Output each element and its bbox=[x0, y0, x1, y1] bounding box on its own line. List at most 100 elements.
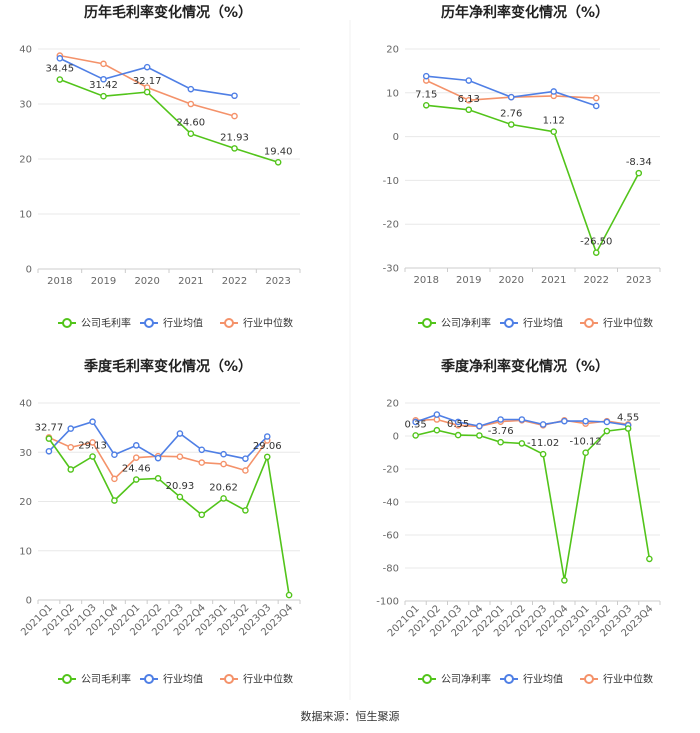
data-point-avg bbox=[476, 422, 483, 430]
series-line-company bbox=[415, 427, 651, 581]
legend-item-company[interactable]: 公司毛利率 bbox=[81, 317, 131, 330]
legend-item-median[interactable]: 行业中位数 bbox=[243, 317, 293, 330]
data-point-company bbox=[433, 426, 441, 434]
legend-item-company[interactable]: 公司净利率 bbox=[441, 673, 491, 686]
y-tick-label: 40 bbox=[19, 45, 32, 56]
data-point-company bbox=[220, 495, 227, 502]
data-label: 24.60 bbox=[177, 118, 206, 129]
legend-marker-median[interactable] bbox=[224, 674, 234, 684]
legend-item-company[interactable]: 公司毛利率 bbox=[81, 673, 131, 686]
x-tick-label: 2023 bbox=[626, 275, 651, 286]
y-tick-label: -100 bbox=[376, 597, 399, 608]
data-label: 1.12 bbox=[543, 116, 565, 127]
data-point-avg bbox=[603, 418, 611, 426]
legend-item-median[interactable]: 行业中位数 bbox=[603, 317, 653, 330]
data-point-avg bbox=[176, 430, 184, 437]
data-label: 34.45 bbox=[46, 64, 75, 75]
data-point-company bbox=[582, 449, 589, 456]
legend-item-avg[interactable]: 行业均值 bbox=[523, 673, 563, 686]
data-point-avg bbox=[45, 447, 53, 455]
data-point-avg bbox=[154, 454, 162, 462]
data-point-avg bbox=[561, 417, 568, 425]
data-point-company bbox=[476, 432, 483, 439]
data-label: 4.55 bbox=[617, 412, 639, 423]
series-line-company bbox=[426, 104, 640, 255]
legend-marker-company[interactable] bbox=[62, 674, 72, 684]
data-point-avg bbox=[220, 450, 227, 458]
x-tick-label: 2020 bbox=[499, 275, 524, 286]
legend-marker-company[interactable] bbox=[62, 318, 72, 328]
data-point-median bbox=[100, 60, 107, 68]
legend-marker-median[interactable] bbox=[584, 318, 594, 328]
data-point-median bbox=[220, 460, 227, 468]
y-tick-label: -20 bbox=[383, 465, 399, 476]
data-label: 32.77 bbox=[35, 423, 64, 434]
x-tick-label: 2021 bbox=[178, 276, 203, 287]
data-point-median bbox=[242, 467, 249, 474]
data-point-company bbox=[100, 92, 107, 100]
y-tick-label: 10 bbox=[19, 546, 32, 557]
data-point-company bbox=[45, 435, 53, 442]
data-point-median bbox=[592, 94, 600, 102]
x-tick-label: 2020 bbox=[134, 276, 159, 287]
data-label: 29.06 bbox=[253, 441, 282, 452]
data-point-avg bbox=[143, 63, 151, 71]
data-point-avg bbox=[454, 418, 462, 426]
data-label: -8.34 bbox=[626, 157, 652, 168]
legend-item-avg[interactable]: 行业均值 bbox=[163, 317, 203, 330]
data-label: -11.02 bbox=[527, 438, 559, 449]
data-point-company bbox=[550, 128, 558, 135]
data-label: 20.62 bbox=[209, 482, 238, 493]
data-point-company bbox=[263, 453, 271, 461]
data-point-company bbox=[624, 425, 632, 432]
legend-item-avg[interactable]: 行业均值 bbox=[523, 317, 563, 330]
series-line-company bbox=[59, 78, 279, 164]
data-point-avg bbox=[497, 416, 504, 423]
data-label: 19.40 bbox=[264, 146, 293, 157]
data-point-avg bbox=[539, 421, 547, 428]
data-label: 0.55 bbox=[447, 419, 469, 430]
data-label: 29.13 bbox=[78, 441, 107, 452]
data-point-company bbox=[646, 555, 653, 563]
legend-marker-avg[interactable] bbox=[504, 318, 514, 328]
legend-marker-median[interactable] bbox=[584, 674, 594, 684]
x-tick-label: 2019 bbox=[456, 275, 481, 286]
legend-item-median[interactable]: 行业中位数 bbox=[243, 673, 293, 686]
data-point-avg bbox=[89, 418, 96, 426]
data-point-company bbox=[635, 169, 643, 177]
data-label: -10.12 bbox=[570, 437, 602, 448]
legend-marker-avg[interactable] bbox=[504, 674, 514, 684]
y-tick-label: 0 bbox=[26, 265, 32, 276]
y-tick-label: 20 bbox=[386, 399, 399, 410]
legend-marker-avg[interactable] bbox=[144, 674, 154, 684]
data-label: 7.15 bbox=[415, 89, 437, 100]
data-point-company bbox=[176, 493, 184, 501]
x-tick-label: 2022 bbox=[222, 276, 247, 287]
data-point-avg bbox=[550, 88, 558, 95]
x-tick-label: 2023 bbox=[265, 276, 290, 287]
data-point-avg bbox=[422, 72, 430, 80]
legend-item-median[interactable]: 行业中位数 bbox=[603, 673, 653, 686]
legend-item-avg[interactable]: 行业均值 bbox=[163, 673, 203, 686]
data-point-avg bbox=[132, 442, 140, 449]
legend-marker-company[interactable] bbox=[422, 674, 432, 684]
data-label: 6.13 bbox=[458, 94, 480, 105]
x-tick-label: 2019 bbox=[91, 276, 116, 287]
y-tick-label: 10 bbox=[19, 210, 32, 221]
legend-marker-avg[interactable] bbox=[144, 318, 154, 328]
legend-item-company[interactable]: 公司净利率 bbox=[441, 317, 491, 330]
data-label: 2.76 bbox=[500, 109, 522, 120]
data-point-median bbox=[465, 96, 473, 104]
data-point-company bbox=[89, 453, 96, 460]
data-point-avg bbox=[198, 446, 206, 454]
data-point-avg bbox=[433, 411, 441, 418]
x-tick-label: 2018 bbox=[47, 276, 72, 287]
legend-marker-company[interactable] bbox=[422, 318, 432, 328]
y-tick-label: 30 bbox=[19, 448, 32, 459]
chart-title: 历年净利率变化情况（%） bbox=[441, 4, 609, 21]
data-point-company bbox=[465, 106, 473, 114]
x-tick-label: 2021 bbox=[541, 275, 566, 286]
series-line-avg bbox=[426, 75, 597, 107]
legend-marker-median[interactable] bbox=[224, 318, 234, 328]
data-point-avg bbox=[263, 433, 271, 440]
